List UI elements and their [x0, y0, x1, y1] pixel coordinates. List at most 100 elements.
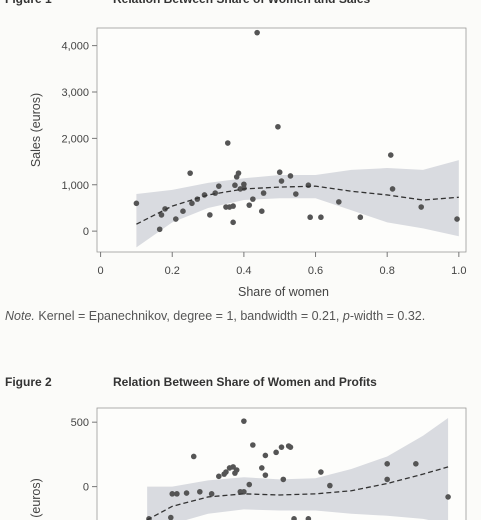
- data-point: [241, 181, 247, 188]
- note-text: -width = 0.32.: [349, 309, 426, 323]
- plot-area: [97, 408, 466, 520]
- data-point: [276, 169, 283, 176]
- data-point: [246, 202, 253, 208]
- data-point: [318, 214, 324, 221]
- figure-title: Relation Between Share of Women and Prof…: [113, 375, 377, 389]
- data-point: [258, 208, 265, 214]
- data-point: [278, 178, 285, 184]
- data-point: [318, 469, 324, 475]
- x-axis-label: Share of women: [238, 285, 329, 299]
- data-point: [336, 199, 342, 205]
- figure-label: Figure 2: [5, 375, 52, 389]
- y-tick-label: 500: [71, 417, 89, 429]
- data-point: [260, 190, 267, 196]
- data-point: [287, 444, 294, 450]
- data-point: [223, 469, 229, 475]
- data-point: [241, 488, 247, 495]
- data-point: [418, 204, 425, 210]
- data-point: [189, 200, 195, 207]
- x-tick-label: 0.2: [165, 265, 180, 277]
- figure-note: Note. Kernel = Epanechnikov, degree = 1,…: [5, 306, 473, 326]
- data-point: [307, 214, 313, 221]
- figure-label: Figure 1: [5, 0, 52, 6]
- data-point: [208, 491, 215, 497]
- data-point: [187, 170, 193, 176]
- data-point: [305, 516, 312, 520]
- data-point: [384, 476, 390, 483]
- data-point: [278, 444, 285, 450]
- data-point: [224, 140, 231, 146]
- y-axis-label: Sales (euros): [29, 93, 43, 167]
- data-point: [158, 212, 165, 218]
- data-point: [357, 214, 364, 221]
- data-point: [168, 514, 174, 520]
- data-point: [275, 123, 281, 130]
- x-tick-label: 0: [98, 265, 104, 277]
- note-text: Kernel = Epanechnikov, degree = 1, bandw…: [34, 309, 343, 323]
- data-point: [291, 516, 297, 520]
- y-tick-label: 0: [83, 226, 89, 238]
- data-point: [212, 190, 219, 196]
- data-point: [169, 491, 176, 497]
- x-tick-label: 0.6: [308, 265, 323, 277]
- data-point: [384, 461, 390, 467]
- data-point: [327, 482, 333, 489]
- data-point: [387, 152, 394, 158]
- x-tick-label: 1.0: [451, 265, 466, 277]
- data-point: [305, 182, 312, 189]
- data-point: [454, 216, 460, 222]
- plot-frame: [96, 407, 467, 520]
- data-point: [180, 208, 186, 214]
- x-tick-label: 0.4: [236, 265, 251, 277]
- data-point: [207, 212, 213, 218]
- data-point: [230, 203, 236, 209]
- plot-area: [97, 28, 466, 252]
- data-point: [280, 476, 287, 483]
- note-text: Note.: [5, 309, 35, 323]
- data-point: [250, 442, 256, 448]
- y-tick-label: 1,000: [61, 180, 89, 192]
- confidence-band: [136, 160, 459, 248]
- data-point: [233, 467, 240, 473]
- data-point: [216, 183, 222, 189]
- data-point: [162, 206, 168, 212]
- data-point: [174, 491, 180, 497]
- data-point: [287, 173, 294, 179]
- data-point: [262, 452, 269, 459]
- x-tick-label: 0.8: [380, 265, 395, 277]
- data-point: [254, 29, 260, 36]
- confidence-band: [147, 418, 449, 520]
- data-point: [197, 488, 203, 495]
- data-point: [173, 216, 179, 222]
- note-text: p: [342, 309, 350, 323]
- data-point: [293, 191, 299, 197]
- plot-frame: [96, 27, 467, 253]
- data-point: [156, 226, 163, 233]
- data-point: [241, 418, 247, 424]
- data-point: [413, 461, 419, 467]
- data-point: [250, 196, 256, 202]
- data-point: [445, 494, 451, 500]
- y-tick-label: 3,000: [61, 87, 89, 99]
- data-point: [258, 465, 265, 471]
- data-point: [246, 481, 253, 488]
- data-point: [230, 219, 236, 226]
- y-axis-label: (euros): [29, 478, 43, 518]
- data-point: [232, 182, 238, 189]
- data-point: [216, 473, 222, 480]
- fit-line: [146, 466, 449, 520]
- data-point: [389, 186, 396, 192]
- fit-line: [136, 185, 459, 225]
- data-point: [235, 170, 242, 176]
- figure-title: Relation Between Share of Women and Sale…: [113, 0, 371, 6]
- data-point: [183, 490, 190, 496]
- y-tick-label: 0: [83, 482, 89, 494]
- data-point: [262, 472, 269, 478]
- y-tick-label: 2,000: [61, 133, 89, 145]
- data-point: [190, 453, 197, 460]
- data-point: [273, 449, 279, 456]
- y-tick-label: 4,000: [61, 41, 89, 53]
- data-point: [133, 200, 140, 207]
